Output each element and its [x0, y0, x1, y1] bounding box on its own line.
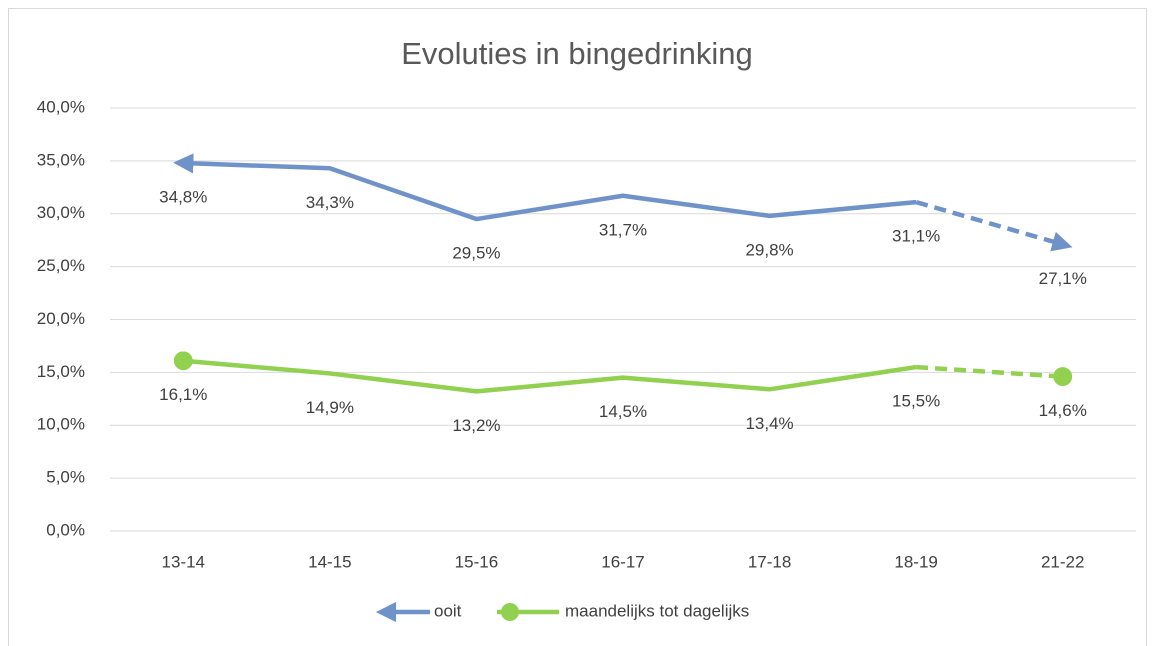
data-label: 27,1% [1039, 269, 1087, 288]
data-label: 14,6% [1039, 401, 1087, 420]
data-label: 16,1% [159, 385, 207, 404]
x-tick-label: 16-17 [601, 552, 644, 571]
data-label: 13,2% [452, 416, 500, 435]
data-label: 14,9% [306, 398, 354, 417]
series-line [173, 351, 917, 394]
data-label: 31,7% [599, 220, 647, 239]
data-label: 14,5% [599, 402, 647, 421]
legend-label: ooit [434, 601, 462, 620]
y-tick-label: 40,0% [37, 97, 85, 116]
y-tick-label: 0,0% [46, 520, 85, 539]
legend-marker [501, 603, 519, 621]
x-tick-label: 13-14 [162, 552, 205, 571]
x-tick-label: 17-18 [748, 552, 791, 571]
data-label: 34,3% [306, 193, 354, 212]
y-tick-label: 15,0% [37, 362, 85, 381]
x-tick-label: 14-15 [308, 552, 351, 571]
data-label: 13,4% [745, 414, 793, 433]
legend-label: maandelijks tot dagelijks [565, 601, 749, 620]
x-tick-label: 18-19 [894, 552, 937, 571]
x-tick-label: 21-22 [1041, 552, 1084, 571]
chart-title: Evoluties in bingedrinking [401, 36, 753, 71]
y-tick-label: 10,0% [37, 415, 85, 434]
y-tick-label: 30,0% [37, 203, 85, 222]
y-tick-label: 25,0% [37, 256, 85, 275]
data-label: 34,8% [159, 187, 207, 206]
data-label: 31,1% [892, 227, 940, 246]
y-tick-label: 5,0% [46, 468, 85, 487]
data-label: 29,5% [452, 244, 500, 263]
y-tick-label: 35,0% [37, 150, 85, 169]
chart-frame [8, 8, 1147, 646]
data-label: 15,5% [892, 392, 940, 411]
series-line-dashed [915, 199, 1073, 252]
data-label: 29,8% [745, 240, 793, 259]
y-tick-label: 20,0% [37, 309, 85, 328]
series-line [173, 153, 917, 222]
series-line-dashed [915, 364, 1073, 387]
x-tick-label: 15-16 [455, 552, 498, 571]
